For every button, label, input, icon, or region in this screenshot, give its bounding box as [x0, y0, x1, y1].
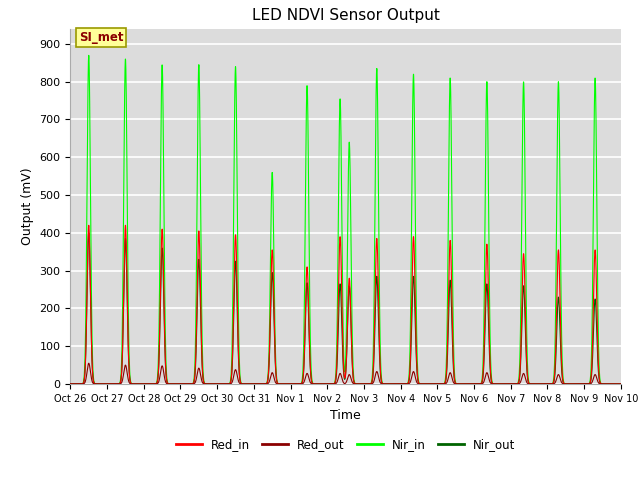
Red_out — [67, 381, 74, 387]
Nir_out — [573, 381, 580, 387]
Nir_in — [328, 381, 336, 387]
Y-axis label: Output (mV): Output (mV) — [21, 168, 34, 245]
Red_in — [328, 381, 336, 387]
Red_out — [298, 381, 306, 387]
Red_in — [122, 222, 129, 228]
X-axis label: Time: Time — [330, 409, 361, 422]
Red_in — [617, 381, 625, 387]
Nir_in — [85, 52, 93, 58]
Red_out — [573, 381, 580, 387]
Line: Red_in: Red_in — [70, 225, 621, 384]
Line: Nir_in: Nir_in — [70, 55, 621, 384]
Nir_out — [298, 381, 306, 386]
Nir_in — [67, 381, 74, 387]
Red_out — [328, 381, 336, 387]
Nir_in — [573, 381, 580, 387]
Text: SI_met: SI_met — [79, 31, 123, 44]
Nir_out — [85, 230, 93, 236]
Nir_out — [302, 294, 310, 300]
Nir_out — [467, 381, 474, 387]
Red_in — [467, 381, 474, 387]
Nir_out — [328, 381, 336, 387]
Nir_out — [67, 381, 74, 387]
Legend: Red_in, Red_out, Nir_in, Nir_out: Red_in, Red_out, Nir_in, Nir_out — [171, 434, 520, 456]
Title: LED NDVI Sensor Output: LED NDVI Sensor Output — [252, 9, 440, 24]
Line: Red_out: Red_out — [70, 363, 621, 384]
Red_out — [85, 360, 93, 366]
Nir_in — [467, 381, 474, 387]
Red_out — [600, 381, 608, 387]
Nir_in — [302, 123, 310, 129]
Red_in — [298, 380, 306, 386]
Red_in — [600, 381, 608, 387]
Nir_in — [600, 381, 608, 387]
Red_in — [302, 280, 310, 286]
Red_in — [67, 381, 74, 387]
Nir_out — [617, 381, 625, 387]
Line: Nir_out: Nir_out — [70, 233, 621, 384]
Red_in — [573, 381, 580, 387]
Red_out — [467, 381, 474, 387]
Nir_in — [617, 381, 625, 387]
Red_out — [617, 381, 625, 387]
Nir_in — [298, 379, 306, 385]
Red_out — [302, 372, 310, 378]
Nir_out — [600, 381, 608, 387]
